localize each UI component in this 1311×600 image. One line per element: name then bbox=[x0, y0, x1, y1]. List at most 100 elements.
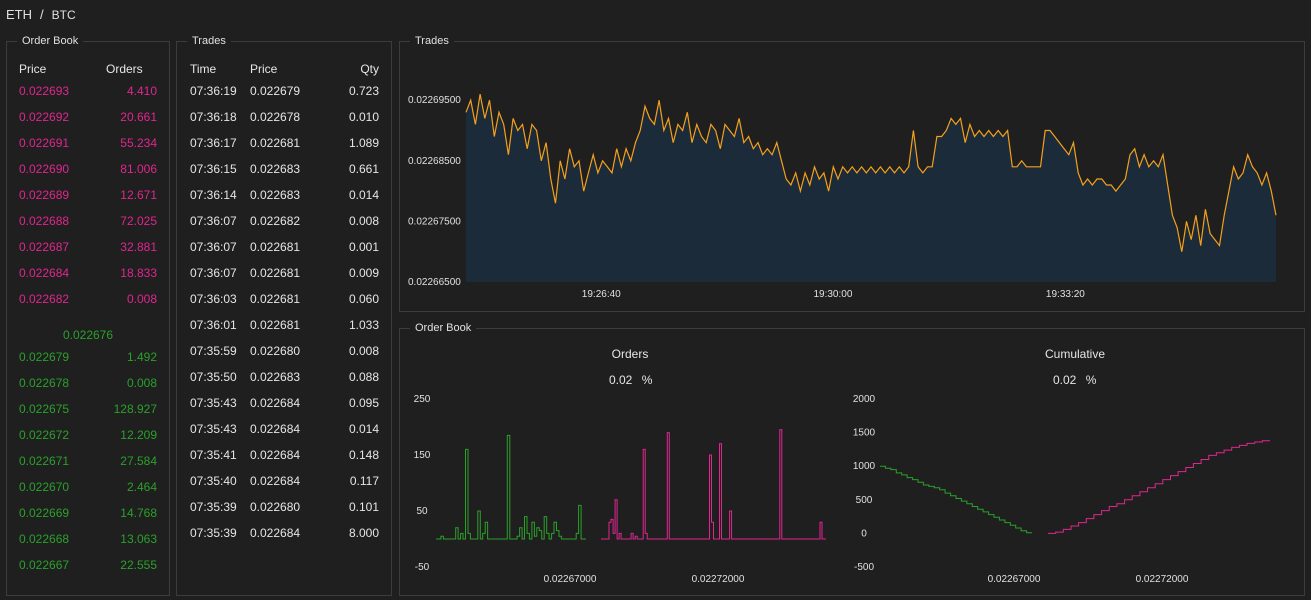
trade-qty: 8.000 bbox=[348, 526, 379, 540]
ask-price: 0.022688 bbox=[19, 214, 70, 228]
trade-row[interactable]: 07:36:03 0.022681 0.060 bbox=[177, 292, 391, 308]
bid-row[interactable]: 0.022670 2.464 bbox=[7, 480, 169, 496]
trade-qty: 0.148 bbox=[348, 448, 379, 462]
bid-orders: 27.584 bbox=[120, 454, 157, 468]
bid-price: 0.022670 bbox=[19, 480, 70, 494]
bid-row[interactable]: 0.022675 128.927 bbox=[7, 402, 169, 418]
trade-row[interactable]: 07:35:41 0.022684 0.148 bbox=[177, 448, 391, 464]
trade-row[interactable]: 07:36:07 0.022681 0.009 bbox=[177, 266, 391, 282]
bid-row[interactable]: 0.022671 27.584 bbox=[7, 454, 169, 470]
trade-row[interactable]: 07:36:18 0.022678 0.010 bbox=[177, 110, 391, 126]
trade-qty: 0.101 bbox=[348, 500, 379, 514]
ask-orders: 4.410 bbox=[126, 84, 157, 98]
base-symbol: ETH bbox=[6, 7, 32, 22]
orderbook-table-title: Order Book bbox=[17, 34, 84, 48]
trade-price: 0.022681 bbox=[250, 240, 301, 254]
orderbook-header-row: Price Orders bbox=[7, 62, 169, 78]
bid-price: 0.022675 bbox=[19, 402, 70, 416]
trade-row[interactable]: 07:35:40 0.022684 0.117 bbox=[177, 474, 391, 490]
mid-price-row: 0.022676 bbox=[7, 328, 169, 344]
trade-time: 07:35:50 bbox=[190, 370, 237, 384]
trade-price: 0.022683 bbox=[250, 188, 301, 202]
cumulative-chart-bid-line bbox=[880, 465, 1032, 534]
trade-qty: 0.088 bbox=[348, 370, 379, 384]
ask-row[interactable]: 0.022690 81.006 bbox=[7, 162, 169, 178]
trade-time: 07:36:18 bbox=[190, 110, 237, 124]
trade-qty: 0.014 bbox=[348, 422, 379, 436]
trade-row[interactable]: 07:35:50 0.022683 0.088 bbox=[177, 370, 391, 386]
trade-row[interactable]: 07:35:39 0.022680 0.101 bbox=[177, 500, 391, 516]
trade-row[interactable]: 07:36:15 0.022683 0.661 bbox=[177, 162, 391, 178]
trade-row[interactable]: 07:36:07 0.022682 0.008 bbox=[177, 214, 391, 230]
orders-depth-chart: 250 150 50 -50 0.02267000 0.02272000 bbox=[414, 394, 826, 585]
ask-row[interactable]: 0.022689 12.671 bbox=[7, 188, 169, 204]
trade-qty: 0.008 bbox=[348, 214, 379, 228]
cumulative-pct-value[interactable]: 0.02 bbox=[1053, 373, 1077, 387]
trade-qty: 0.117 bbox=[349, 474, 379, 488]
ask-row[interactable]: 0.022687 32.881 bbox=[7, 240, 169, 256]
trades-x-tick-label: 19:26:40 bbox=[582, 289, 621, 300]
orders-pct-value[interactable]: 0.02 bbox=[609, 373, 633, 387]
trade-time: 07:36:15 bbox=[190, 162, 237, 176]
trade-time: 07:35:43 bbox=[190, 396, 237, 410]
trades-chart-panel: Trades 0.02269500 0.02268500 0.02267500 0.0… bbox=[399, 34, 1305, 312]
trades-header-row: Time Price Qty bbox=[177, 62, 391, 78]
bid-row[interactable]: 0.022678 0.008 bbox=[7, 376, 169, 392]
ask-row[interactable]: 0.022684 18.833 bbox=[7, 266, 169, 282]
bid-row[interactable]: 0.022667 22.555 bbox=[7, 558, 169, 574]
trade-price: 0.022683 bbox=[250, 162, 301, 176]
trade-row[interactable]: 07:36:17 0.022681 1.089 bbox=[177, 136, 391, 152]
ask-row[interactable]: 0.022693 4.410 bbox=[7, 84, 169, 100]
ask-price: 0.022682 bbox=[19, 292, 70, 306]
cumulative-chart-title: Cumulative bbox=[1044, 347, 1106, 361]
trade-qty: 0.723 bbox=[348, 84, 379, 98]
trade-row[interactable]: 07:35:43 0.022684 0.095 bbox=[177, 396, 391, 412]
bid-row[interactable]: 0.022672 12.209 bbox=[7, 428, 169, 444]
orderbook-chart-panel: Order Book Orders 0.02 % Cumulative 0.02… bbox=[399, 321, 1305, 596]
orders-chart-y-tick-label: 50 bbox=[416, 506, 428, 517]
trade-row[interactable]: 07:36:14 0.022683 0.014 bbox=[177, 188, 391, 204]
cumulative-chart-y-tick-label: -500 bbox=[854, 562, 874, 573]
trade-time: 07:36:03 bbox=[190, 292, 237, 306]
trade-price: 0.022684 bbox=[250, 396, 301, 410]
trades-price-chart: 0.02269500 0.02268500 0.02267500 0.02266500… bbox=[408, 93, 1277, 300]
trades-y-tick-label: 0.02268500 bbox=[408, 156, 461, 167]
trade-qty: 1.033 bbox=[348, 318, 379, 332]
bid-orders: 14.768 bbox=[120, 506, 157, 520]
trade-row[interactable]: 07:36:19 0.022679 0.723 bbox=[177, 84, 391, 100]
trades-price-line bbox=[465, 93, 1277, 252]
ask-orders: 18.833 bbox=[120, 266, 157, 280]
ask-orders: 72.025 bbox=[120, 214, 157, 228]
trade-price: 0.022682 bbox=[250, 214, 301, 228]
trade-row[interactable]: 07:35:59 0.022680 0.008 bbox=[177, 344, 391, 360]
ask-row[interactable]: 0.022682 0.008 bbox=[7, 292, 169, 308]
orders-chart-y-tick-label: 250 bbox=[414, 394, 431, 405]
ask-row[interactable]: 0.022688 72.025 bbox=[7, 214, 169, 230]
bid-orders: 13.063 bbox=[120, 532, 157, 546]
bid-row[interactable]: 0.022669 14.768 bbox=[7, 506, 169, 522]
bid-row[interactable]: 0.022679 1.492 bbox=[7, 350, 169, 366]
bid-orders: 0.008 bbox=[126, 376, 157, 390]
bid-price: 0.022671 bbox=[19, 454, 70, 468]
trade-row[interactable]: 07:35:43 0.022684 0.014 bbox=[177, 422, 391, 438]
trades-y-tick-label: 0.02269500 bbox=[408, 95, 461, 106]
trades-x-tick-label: 19:33:20 bbox=[1046, 289, 1085, 300]
bid-row[interactable]: 0.022668 13.063 bbox=[7, 532, 169, 548]
orderbook-orders-header: Orders bbox=[106, 62, 143, 76]
orders-chart-ask-line bbox=[601, 429, 826, 540]
ask-row[interactable]: 0.022692 20.661 bbox=[7, 110, 169, 126]
ask-price: 0.022690 bbox=[19, 162, 70, 176]
ask-row[interactable]: 0.022691 55.234 bbox=[7, 136, 169, 152]
trade-time: 07:35:40 bbox=[190, 474, 237, 488]
cumulative-pct-unit: % bbox=[1085, 373, 1097, 387]
mid-price: 0.022676 bbox=[62, 328, 114, 342]
cumulative-chart-x-tick-label: 0.02267000 bbox=[988, 574, 1041, 585]
trade-row[interactable]: 07:36:01 0.022681 1.033 bbox=[177, 318, 391, 334]
trade-time: 07:35:59 bbox=[190, 344, 237, 358]
trade-qty: 0.009 bbox=[348, 266, 379, 280]
trade-row[interactable]: 07:35:39 0.022684 8.000 bbox=[177, 526, 391, 542]
ask-orders: 0.008 bbox=[126, 292, 157, 306]
cumulative-chart-y-tick-label: 1000 bbox=[853, 461, 876, 472]
ask-price: 0.022693 bbox=[19, 84, 70, 98]
trade-row[interactable]: 07:36:07 0.022681 0.001 bbox=[177, 240, 391, 256]
